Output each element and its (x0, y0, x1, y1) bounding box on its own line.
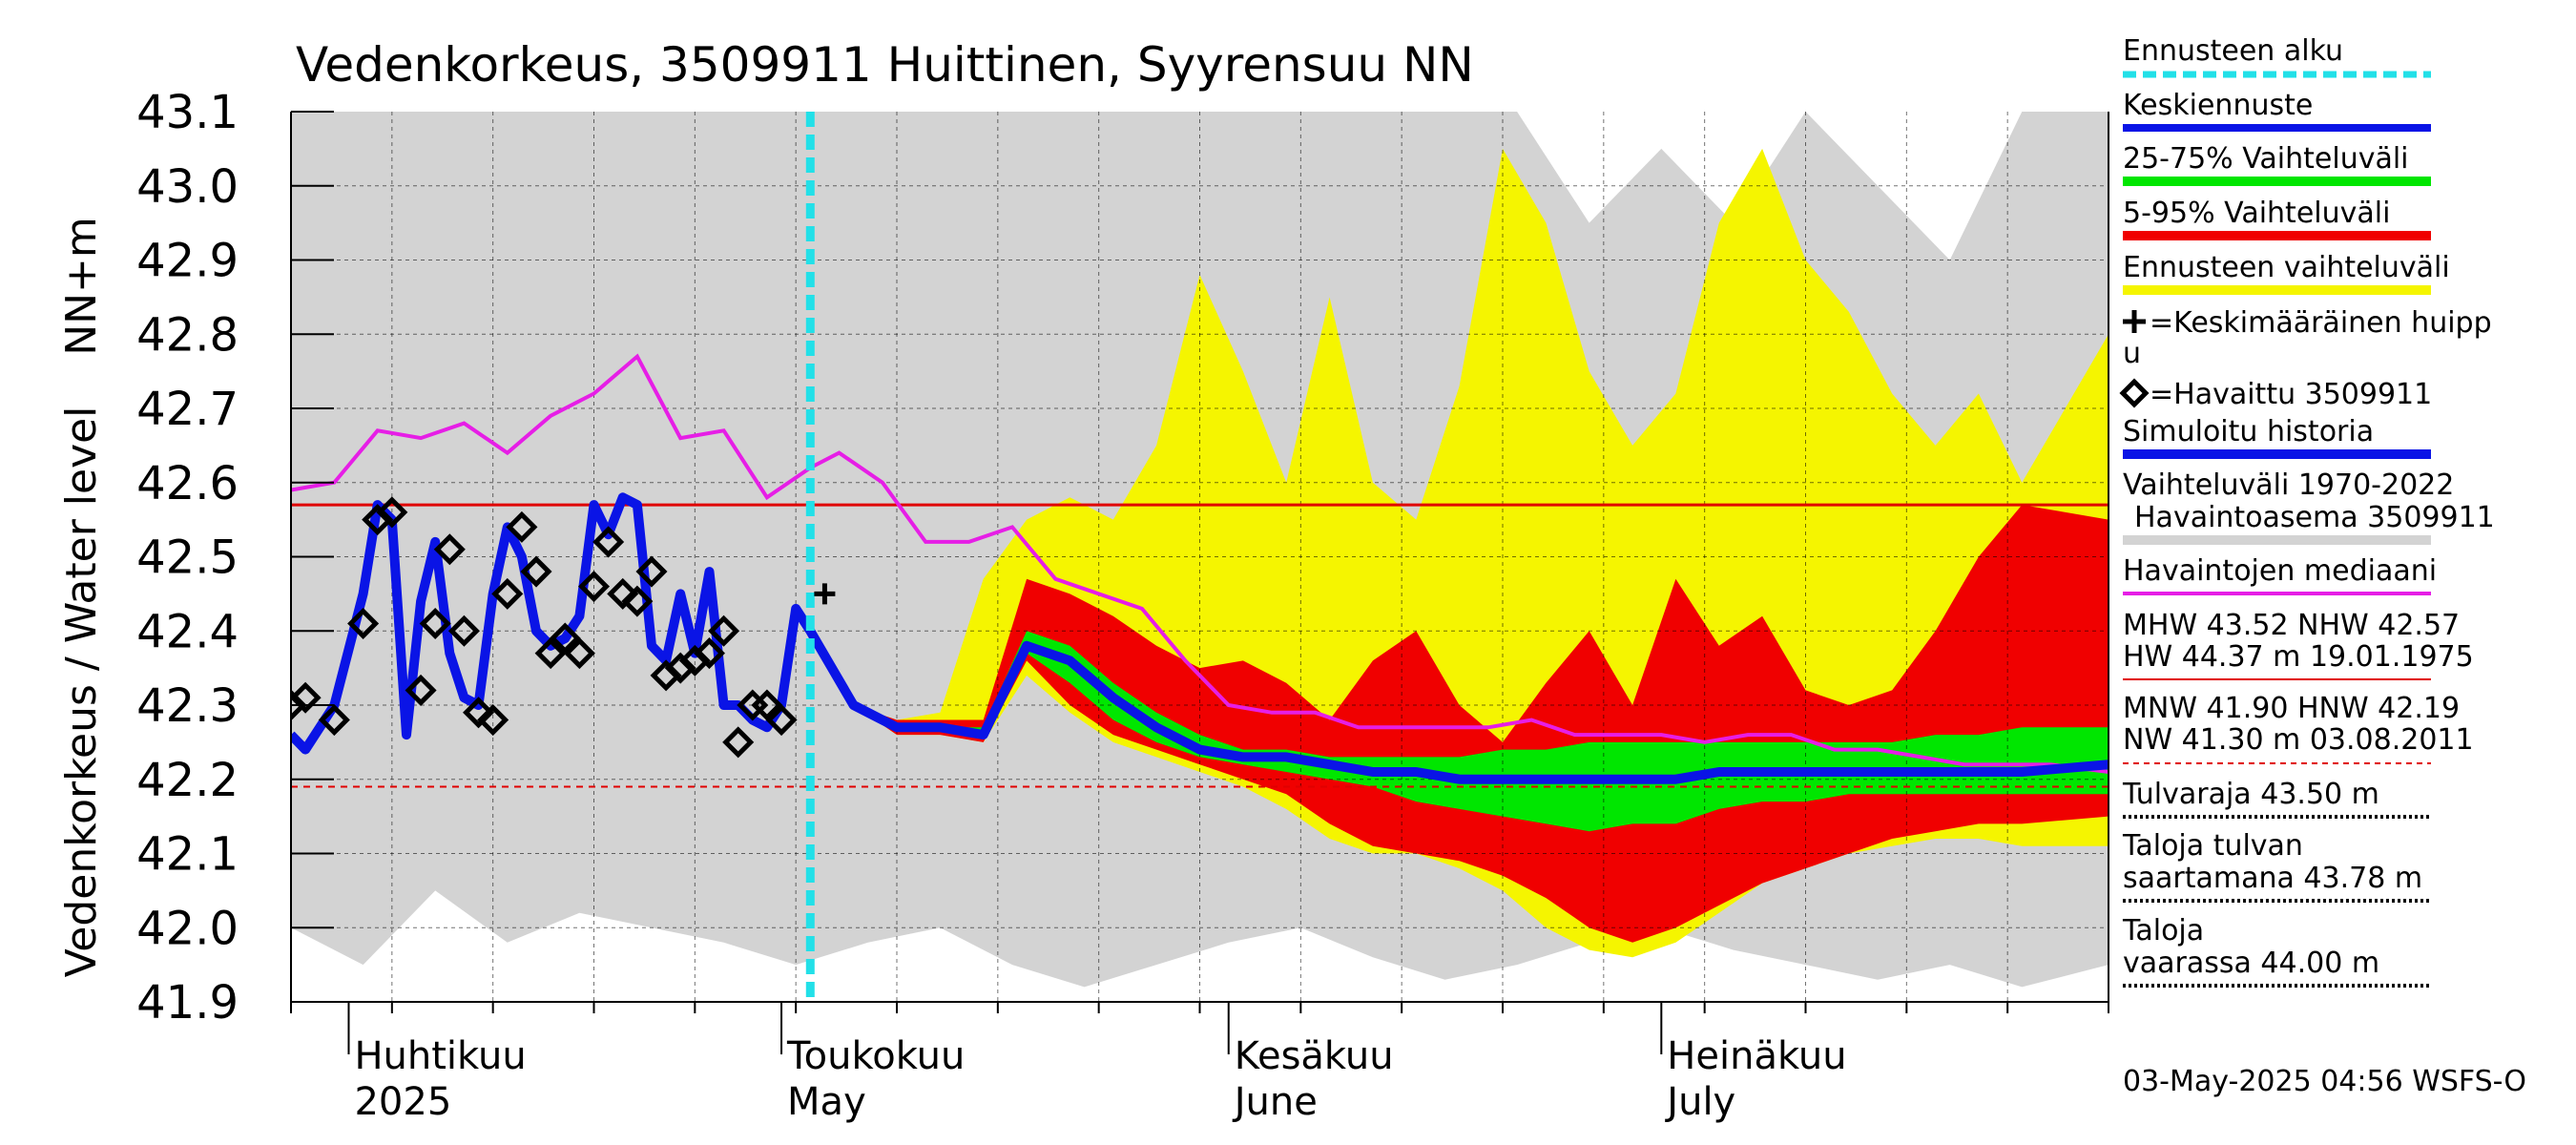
observed-point (506, 510, 538, 543)
legend-houses-surrounded-label-1: Taloja tulvan (2122, 829, 2303, 863)
x-month-label: Kesäkuu (1235, 1034, 1394, 1078)
mean-forecast-line (805, 628, 2109, 784)
observed-point (765, 704, 798, 737)
legend-observed-label: =Havaittu 3509911 (2150, 378, 2432, 411)
y-tick-label: 43.0 (136, 160, 239, 214)
x-month-label: Huhtikuu (354, 1034, 526, 1078)
observed-point (433, 533, 466, 566)
legend-stats-low-1: MNW 41.90 HNW 42.19 (2123, 692, 2460, 725)
observed-point (549, 622, 581, 655)
y-tick-label: 42.2 (136, 754, 239, 807)
median-line (291, 353, 2109, 774)
observed-point (347, 607, 380, 640)
observed-point (534, 637, 567, 670)
legend: Ennusteen alku Keskiennuste 25-75% Vaiht… (2119, 34, 2495, 988)
legend-history-range-label-2: Havaintoasema 3509911 (2134, 501, 2495, 534)
legend-range-25-75-label: 25-75% Vaihteluväli (2123, 142, 2409, 176)
observed-point (621, 585, 654, 617)
observed-point (577, 571, 611, 603)
y-tick-label: 42.3 (136, 679, 239, 733)
chart-title: Vedenkorkeus, 3509911 Huittinen, Syyrens… (296, 37, 1474, 93)
legend-simulated-label: Simuloitu historia (2123, 415, 2374, 448)
legend-stats-high-2: HW 44.37 m 19.01.1975 (2123, 640, 2474, 674)
legend-median-label: Havaintojen mediaani (2123, 554, 2437, 588)
observed-point (722, 726, 755, 759)
legend-stats-low-2: NW 41.30 m 03.08.2011 (2123, 723, 2474, 757)
observed-point (592, 526, 625, 558)
x-month-sublabel: July (1664, 1080, 1735, 1124)
legend-forecast-range-label: Ennusteen vaihteluväli (2123, 251, 2450, 284)
legend-forecast-start-label: Ennusteen alku (2123, 34, 2343, 68)
observed-point (463, 697, 495, 729)
observed-point (291, 681, 322, 714)
legend-mean-peak-marker (2123, 310, 2146, 333)
legend-houses-surrounded-label-2: saartamana 43.78 m (2123, 862, 2422, 895)
observed-point (635, 555, 668, 588)
x-month-label: Toukokuu (786, 1034, 965, 1078)
simulated-history-line (291, 492, 815, 755)
observed-point (318, 704, 350, 737)
legend-flood-limit-label: Tulvaraja 43.50 m (2122, 778, 2379, 811)
y-tick-label: 42.9 (136, 235, 239, 288)
y-tick-label: 42.6 (136, 457, 239, 510)
observed-point (607, 577, 639, 610)
y-tick-label: 42.1 (136, 828, 239, 882)
observed-point (693, 637, 725, 670)
y-axis-label: Vedenkorkeus / Water level (57, 406, 106, 978)
x-month-sublabel: May (787, 1080, 866, 1124)
observed-point (491, 577, 524, 610)
y-axis-label-unit: NN+m (57, 217, 106, 356)
observed-point (563, 637, 595, 670)
range-25-75-band (810, 631, 2109, 832)
legend-houses-danger-label-1: Taloja (2122, 914, 2204, 947)
x-month-sublabel: 2025 (354, 1080, 451, 1124)
observed-point (708, 614, 740, 647)
legend-range-5-95-label: 5-95% Vaihteluväli (2123, 197, 2390, 230)
range-5-95-band (810, 505, 2109, 943)
observed-point (419, 607, 451, 640)
x-month-sublabel: June (1232, 1080, 1318, 1124)
x-month-label: Heinäkuu (1667, 1034, 1846, 1078)
legend-houses-danger-label-2: vaarassa 44.00 m (2123, 947, 2379, 980)
legend-observed-marker (2119, 378, 2150, 408)
y-tick-label: 43.1 (136, 86, 239, 139)
observed-point (376, 496, 408, 529)
observed-point (405, 674, 437, 706)
y-tick-label: 42.5 (136, 531, 239, 585)
observed-point (447, 614, 480, 647)
y-tick-label: 42.4 (136, 605, 239, 658)
y-tick-label: 42.8 (136, 308, 239, 362)
legend-mean-forecast-label: Keskiennuste (2123, 89, 2313, 122)
observed-point (751, 689, 783, 721)
footer-timestamp: 03-May-2025 04:56 WSFS-O (2123, 1065, 2526, 1098)
legend-stats-high-1: MHW 43.52 NHW 42.57 (2123, 609, 2460, 642)
observed-point (477, 704, 509, 737)
legend-mean-peak-label-2: u (2123, 337, 2141, 370)
legend-history-range-label-1: Vaihteluväli 1970-2022 (2123, 468, 2454, 502)
mean-peak-marker (814, 583, 836, 605)
chart-axes: 41.9 42.0 42.1 42.2 42.3 42.4 42.5 42.6 42.7 42.8… (136, 86, 2109, 1124)
y-tick-label: 42.7 (136, 383, 239, 436)
chart-lines (291, 112, 2109, 1002)
y-tick-label: 41.9 (136, 976, 239, 1030)
observed-point (520, 555, 552, 588)
chart-grid (291, 112, 2109, 1002)
legend-mean-peak-label-1: =Keskimääräinen huipp (2150, 306, 2492, 340)
y-tick-label: 42.0 (136, 902, 239, 955)
